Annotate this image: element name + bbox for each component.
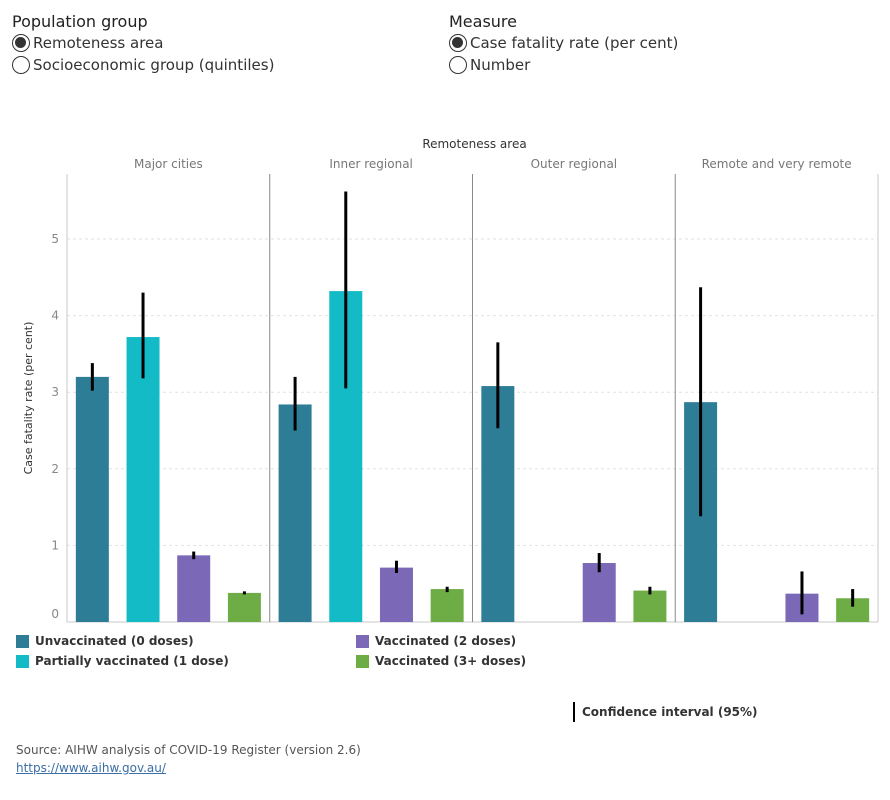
bar-chart: 0 1 2 3 4 5 Case fatality rate (per cent) Remot… bbox=[22, 137, 879, 623]
legend-swatch bbox=[16, 654, 29, 668]
legend-item-vaccinated-2: Vaccinated (2 doses) bbox=[356, 631, 526, 651]
legend-label: Unvaccinated (0 doses) bbox=[35, 634, 194, 648]
bar bbox=[126, 337, 160, 622]
chart-title: Remoteness area bbox=[422, 137, 526, 151]
bar bbox=[278, 404, 312, 622]
radio-label: Remoteness area bbox=[33, 34, 164, 52]
radio-label: Number bbox=[470, 56, 531, 74]
measure-title: Measure bbox=[449, 12, 517, 31]
y-tick-label: 1 bbox=[51, 538, 59, 552]
y-tick-label: 3 bbox=[51, 385, 59, 399]
y-tick-label: 2 bbox=[51, 462, 59, 476]
radio-label: Socioeconomic group (quintiles) bbox=[33, 56, 275, 74]
bar bbox=[379, 567, 413, 622]
bar bbox=[177, 555, 211, 622]
panel-header: Major cities bbox=[134, 157, 203, 171]
y-tick-label: 0 bbox=[51, 607, 59, 621]
radio-socioeconomic-group[interactable]: Socioeconomic group (quintiles) bbox=[12, 54, 274, 76]
measure-filter: Measure Case fatality rate (per cent) Nu… bbox=[449, 12, 678, 76]
radio-selected-icon[interactable] bbox=[449, 34, 467, 52]
y-tick-label: 4 bbox=[51, 309, 59, 323]
panel-header: Remote and very remote bbox=[702, 157, 852, 171]
legend-swatch bbox=[356, 634, 369, 648]
ci-legend-label: Confidence interval (95%) bbox=[582, 705, 758, 719]
legend-item-unvaccinated: Unvaccinated (0 doses) bbox=[16, 631, 229, 651]
panel-header: Inner regional bbox=[329, 157, 413, 171]
ci-line-icon bbox=[573, 702, 575, 722]
bar bbox=[836, 598, 870, 622]
legend-label: Vaccinated (3+ doses) bbox=[375, 654, 527, 668]
source-link[interactable]: https://www.aihw.gov.au/ bbox=[16, 761, 166, 775]
panel-header: Outer regional bbox=[531, 157, 618, 171]
radio-case-fatality-rate[interactable]: Case fatality rate (per cent) bbox=[449, 32, 678, 54]
radio-unselected-icon[interactable] bbox=[12, 56, 30, 74]
y-tick-label: 5 bbox=[51, 232, 59, 246]
bar bbox=[75, 376, 109, 622]
legend-label: Partially vaccinated (1 dose) bbox=[35, 654, 229, 668]
legend-item-vaccinated-3plus: Vaccinated (3+ doses) bbox=[356, 651, 526, 671]
radio-remoteness-area[interactable]: Remoteness area bbox=[12, 32, 274, 54]
radio-unselected-icon[interactable] bbox=[449, 56, 467, 74]
legend-label: Vaccinated (2 doses) bbox=[375, 634, 517, 648]
legend-item-partially-vaccinated: Partially vaccinated (1 dose) bbox=[16, 651, 229, 671]
population-group-title: Population group bbox=[12, 12, 148, 31]
bar bbox=[633, 590, 667, 622]
radio-label: Case fatality rate (per cent) bbox=[470, 34, 679, 52]
source-note: Source: AIHW analysis of COVID-19 Regist… bbox=[16, 743, 361, 757]
legend-right: Vaccinated (2 doses) Vaccinated (3+ dose… bbox=[356, 631, 526, 671]
bar bbox=[582, 563, 616, 622]
legend-swatch bbox=[356, 654, 369, 668]
y-axis-title: Case fatality rate (per cent) bbox=[22, 322, 35, 475]
radio-number[interactable]: Number bbox=[449, 54, 678, 76]
population-group-filter: Population group Remoteness area Socioec… bbox=[12, 12, 274, 76]
legend-swatch bbox=[16, 634, 29, 648]
ci-legend: Confidence interval (95%) bbox=[573, 702, 758, 722]
bar bbox=[227, 592, 261, 622]
bar bbox=[430, 589, 464, 622]
radio-selected-icon[interactable] bbox=[12, 34, 30, 52]
legend-left: Unvaccinated (0 doses) Partially vaccina… bbox=[16, 631, 229, 671]
